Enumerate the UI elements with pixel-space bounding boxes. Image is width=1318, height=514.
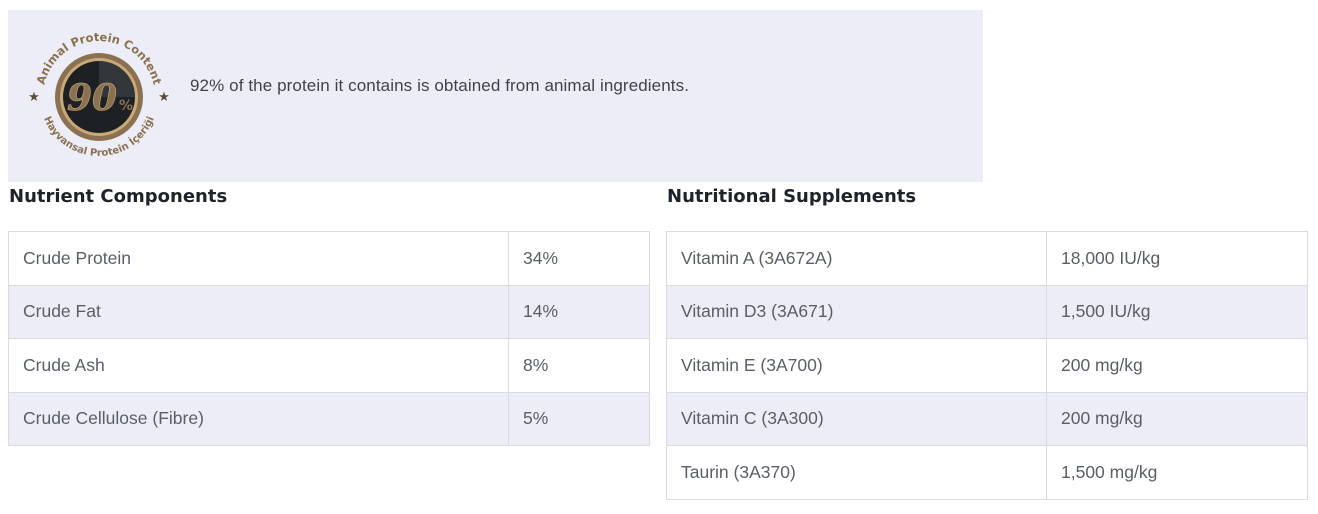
supplement-value: 200 mg/kg xyxy=(1046,391,1308,446)
table-row: Crude Protein 34% xyxy=(8,231,650,286)
table-row: Vitamin E (3A700) 200 mg/kg xyxy=(666,338,1308,393)
nutrient-components-table: Crude Protein 34% Crude Fat 14% Crude As… xyxy=(8,231,650,446)
animal-protein-badge-icon: Animal Protein Content Hayvansal Protein… xyxy=(28,30,170,159)
nutrient-value: 5% xyxy=(508,391,650,446)
nutrient-name: Crude Protein xyxy=(8,231,509,286)
badge-percent-sign: % xyxy=(119,98,133,114)
supplement-name: Taurin (3A370) xyxy=(666,445,1047,500)
table-row: Vitamin A (3A672A) 18,000 IU/kg xyxy=(666,231,1308,286)
table-row: Crude Fat 14% xyxy=(8,284,650,339)
table-row: Crude Cellulose (Fibre) 5% xyxy=(8,391,650,446)
table-row: Vitamin D3 (3A671) 1,500 IU/kg xyxy=(666,284,1308,339)
supplement-value: 200 mg/kg xyxy=(1046,338,1308,393)
nutritional-supplements-table: Vitamin A (3A672A) 18,000 IU/kg Vitamin … xyxy=(666,231,1308,500)
nutritional-supplements-title: Nutritional Supplements xyxy=(667,186,917,207)
badge-star-right-icon: ★ xyxy=(158,89,170,104)
supplement-name: Vitamin A (3A672A) xyxy=(666,231,1047,286)
supplement-name: Vitamin E (3A700) xyxy=(666,338,1047,393)
supplement-name: Vitamin C (3A300) xyxy=(666,391,1047,446)
nutrient-name: Crude Fat xyxy=(8,284,509,339)
nutrient-name: Crude Ash xyxy=(8,338,509,393)
nutrient-components-title: Nutrient Components xyxy=(9,186,228,207)
supplement-name: Vitamin D3 (3A671) xyxy=(666,284,1047,339)
banner-text: 92% of the protein it contains is obtain… xyxy=(190,76,690,95)
table-row: Crude Ash 8% xyxy=(8,338,650,393)
nutrient-value: 8% xyxy=(508,338,650,393)
table-row: Vitamin C (3A300) 200 mg/kg xyxy=(666,391,1308,446)
badge-star-left-icon: ★ xyxy=(28,89,40,104)
nutrient-name: Crude Cellulose (Fibre) xyxy=(8,391,509,446)
nutrient-value: 34% xyxy=(508,231,650,286)
supplement-value: 1,500 IU/kg xyxy=(1046,284,1308,339)
supplement-value: 18,000 IU/kg xyxy=(1046,231,1308,286)
protein-banner: Animal Protein Content Hayvansal Protein… xyxy=(8,10,983,182)
nutrient-value: 14% xyxy=(508,284,650,339)
table-row: Taurin (3A370) 1,500 mg/kg xyxy=(666,445,1308,500)
supplement-value: 1,500 mg/kg xyxy=(1046,445,1308,500)
badge-percent-number: 90 xyxy=(67,77,117,119)
